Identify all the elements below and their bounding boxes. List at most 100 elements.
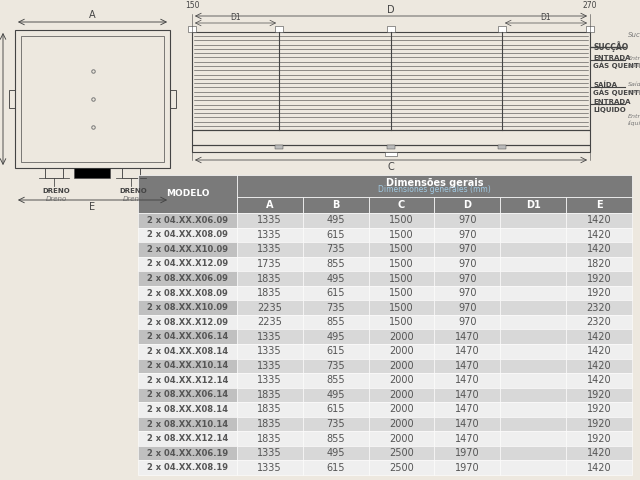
Text: 2 x 04.XX.X08.19: 2 x 04.XX.X08.19 <box>147 463 228 472</box>
Bar <box>566 242 632 257</box>
Text: 1335: 1335 <box>257 448 282 458</box>
Text: D1: D1 <box>541 13 551 22</box>
Bar <box>500 402 566 417</box>
Bar <box>369 432 435 446</box>
Bar <box>385 152 397 156</box>
Bar <box>170 90 176 108</box>
Bar <box>388 27 394 32</box>
Text: Dimensiones generales (mm): Dimensiones generales (mm) <box>378 185 491 194</box>
Text: 735: 735 <box>326 302 345 312</box>
Text: 1335: 1335 <box>257 361 282 371</box>
Bar <box>303 359 369 373</box>
Bar <box>435 300 500 315</box>
Text: 1835: 1835 <box>257 288 282 298</box>
Bar <box>566 271 632 286</box>
Text: 855: 855 <box>326 259 345 269</box>
Text: 2320: 2320 <box>587 302 611 312</box>
Text: 970: 970 <box>458 259 477 269</box>
Bar <box>566 329 632 344</box>
Bar <box>369 228 435 242</box>
Bar <box>369 213 435 228</box>
Text: 1920: 1920 <box>587 390 611 400</box>
Bar <box>138 460 237 475</box>
Bar <box>237 242 303 257</box>
Bar <box>303 271 369 286</box>
Text: gas caliente: gas caliente <box>628 89 640 95</box>
Bar <box>237 329 303 344</box>
Bar <box>21 36 164 162</box>
Bar <box>500 446 566 460</box>
Text: 1835: 1835 <box>257 405 282 415</box>
Bar <box>237 446 303 460</box>
Bar <box>74 168 110 178</box>
Text: 2000: 2000 <box>389 405 414 415</box>
Text: 970: 970 <box>458 317 477 327</box>
Bar <box>435 417 500 432</box>
Bar <box>275 145 283 149</box>
Text: 495: 495 <box>326 332 345 342</box>
Bar <box>498 26 506 32</box>
Bar <box>500 344 566 359</box>
Bar <box>138 300 237 315</box>
Bar <box>500 242 566 257</box>
Bar <box>369 446 435 460</box>
Bar <box>303 197 369 213</box>
Text: 970: 970 <box>458 274 477 284</box>
Bar <box>237 460 303 475</box>
Text: 495: 495 <box>326 274 345 284</box>
Text: 1420: 1420 <box>587 361 611 371</box>
Bar <box>435 228 500 242</box>
Text: 495: 495 <box>326 390 345 400</box>
Text: 2000: 2000 <box>389 346 414 356</box>
Text: 2 x 08.XX.X12.09: 2 x 08.XX.X12.09 <box>147 318 228 327</box>
Bar <box>435 329 500 344</box>
Text: GÁS QUENTE: GÁS QUENTE <box>593 61 640 69</box>
Text: 1335: 1335 <box>257 375 282 385</box>
Bar <box>303 242 369 257</box>
Bar <box>566 213 632 228</box>
Bar <box>435 373 500 388</box>
Bar <box>387 26 395 32</box>
Bar <box>237 359 303 373</box>
Text: GÁS QUENTE: GÁS QUENTE <box>593 88 640 96</box>
Text: 1470: 1470 <box>455 361 479 371</box>
Text: 1920: 1920 <box>587 405 611 415</box>
Text: 1500: 1500 <box>389 259 414 269</box>
Text: 2000: 2000 <box>389 390 414 400</box>
Bar <box>237 373 303 388</box>
Bar <box>566 300 632 315</box>
Text: 2 x 04.XX.X06.14: 2 x 04.XX.X06.14 <box>147 332 228 341</box>
Bar <box>45 168 63 178</box>
Text: D1: D1 <box>230 13 241 22</box>
Text: 1470: 1470 <box>455 433 479 444</box>
Text: A: A <box>266 200 273 210</box>
Bar <box>435 359 500 373</box>
Bar <box>192 130 590 145</box>
Text: 2000: 2000 <box>389 419 414 429</box>
Bar <box>500 388 566 402</box>
Text: 1335: 1335 <box>257 244 282 254</box>
Bar <box>369 417 435 432</box>
Bar <box>237 228 303 242</box>
Bar <box>586 26 594 32</box>
Text: 1470: 1470 <box>455 332 479 342</box>
Text: 970: 970 <box>458 230 477 240</box>
Bar <box>138 344 237 359</box>
Bar <box>500 329 566 344</box>
Bar <box>387 145 395 149</box>
Bar <box>237 257 303 271</box>
Bar <box>188 26 196 32</box>
Bar <box>138 446 237 460</box>
Text: 855: 855 <box>326 433 345 444</box>
Bar <box>303 373 369 388</box>
Text: 2 x 08.XX.X06.09: 2 x 08.XX.X06.09 <box>147 274 228 283</box>
Text: 1735: 1735 <box>257 259 282 269</box>
Text: 2 x 04.XX.X10.09: 2 x 04.XX.X10.09 <box>147 245 228 254</box>
Text: 1420: 1420 <box>587 375 611 385</box>
Bar <box>435 271 500 286</box>
Text: 1500: 1500 <box>389 288 414 298</box>
Text: 2 x 04.XX.X08.09: 2 x 04.XX.X08.09 <box>147 230 228 240</box>
Bar <box>303 417 369 432</box>
Text: 495: 495 <box>326 215 345 225</box>
Text: 1470: 1470 <box>455 375 479 385</box>
